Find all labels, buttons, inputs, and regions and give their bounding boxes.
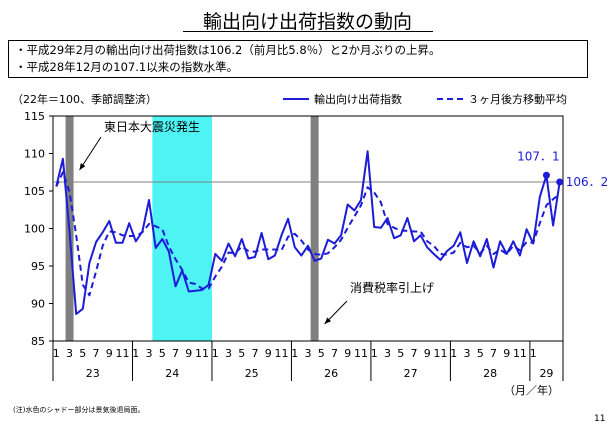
x-month-label: 1 (371, 347, 378, 360)
y-tick-label: 105 (24, 185, 45, 198)
x-month-label: 5 (477, 347, 484, 360)
x-month-label: 9 (503, 347, 510, 360)
x-month-label: 1 (212, 347, 219, 360)
page-title: 輸出向け出荷指数の動向 (202, 11, 412, 33)
moving-average-line (55, 171, 561, 297)
x-year-label: 27 (404, 367, 418, 380)
x-year-label: 26 (324, 367, 338, 380)
series-lines (55, 150, 561, 315)
summary-box: ・平成29年2月の輸出向け出荷指数は106.2（前月比5.8％）と2か月ぶりの上… (8, 40, 588, 78)
event-bar-2 (310, 116, 319, 341)
x-month-label: 9 (424, 347, 431, 360)
event-arrow (79, 136, 102, 171)
event-annotation-label: 東日本大震災発生 (104, 120, 200, 134)
page-number: 11 (594, 414, 606, 424)
x-month-label: 1 (291, 347, 298, 360)
highlight-point (556, 178, 564, 186)
legend-label-index: 輸出向け出荷指数 (314, 92, 402, 106)
point-value-label: 107．1 (517, 149, 560, 163)
x-axis-unit: （月／年） (504, 383, 559, 397)
x-month-label: 1 (53, 347, 60, 360)
units-note: （22年＝100、季節調整済） (12, 92, 157, 106)
x-month-label: 1 (530, 347, 537, 360)
y-axis: 85 90 95 100 105 110 115 (24, 110, 53, 348)
x-month-label: 9 (265, 347, 272, 360)
footnote: (注)水色のシャドー部分は景気後退局面。 (13, 406, 145, 414)
x-year-label: 23 (86, 367, 100, 380)
recession-shade (152, 116, 212, 341)
title-underline (183, 31, 433, 32)
summary-bullet-1: ・平成29年2月の輸出向け出荷指数は106.2（前月比5.8％）と2か月ぶりの上… (15, 43, 441, 57)
legend-label-moving-average: ３ヶ月後方移動平均 (468, 92, 567, 106)
x-year-label: 25 (245, 367, 259, 380)
y-tick-label: 115 (24, 110, 45, 123)
x-year-label: 29 (539, 367, 553, 380)
x-month-label: 3 (146, 347, 153, 360)
x-month-label: 7 (93, 347, 100, 360)
x-month-label: 5 (397, 347, 404, 360)
x-month-label: 5 (159, 347, 166, 360)
x-month-label: 5 (238, 347, 245, 360)
y-tick-label: 90 (31, 298, 45, 311)
x-month-label: 3 (305, 347, 312, 360)
x-month-label: 11 (116, 347, 130, 360)
event-annotation-label: 消費税率引上げ (350, 280, 434, 295)
y-tick-label: 100 (24, 223, 45, 236)
x-month-label: 7 (490, 347, 497, 360)
x-month-label: 7 (331, 347, 338, 360)
x-year-label: 24 (165, 367, 179, 380)
x-month-label: 7 (172, 347, 179, 360)
x-month-label: 9 (344, 347, 351, 360)
x-month-label: 9 (185, 347, 192, 360)
event-arrow-head (324, 317, 332, 324)
y-tick-label: 85 (31, 335, 45, 348)
x-month-label: 7 (252, 347, 259, 360)
point-value-label: 106．2 (566, 175, 609, 189)
plot-frame (52, 115, 564, 342)
x-month-label: 5 (79, 347, 86, 360)
x-month-label: 11 (354, 347, 368, 360)
x-month-label: 5 (318, 347, 325, 360)
y-tick-label: 95 (31, 260, 45, 273)
x-month-label: 11 (275, 347, 289, 360)
x-month-label: 9 (106, 347, 113, 360)
highlight-point (542, 171, 550, 179)
shaded-periods (65, 116, 319, 341)
x-month-label: 11 (513, 347, 527, 360)
x-month-label: 3 (384, 347, 391, 360)
summary-bullet-2: ・平成28年12月の107.1以来の指数水準。 (15, 60, 239, 74)
x-month-label: 7 (410, 347, 417, 360)
x-month-label: 3 (463, 347, 470, 360)
y-tick-label: 110 (24, 148, 45, 161)
shipment-index-line (55, 150, 561, 315)
x-year-label: 28 (483, 367, 497, 380)
x-axis: 1 3 5 7 9 11 1 3 5 7 9 11 1 3 5 7 9 11 1 3 5 7 9 11 1 3 5 7 9 11 1 3 5 7 9… (52, 341, 564, 381)
plot-border (52, 115, 564, 342)
x-month-label: 11 (433, 347, 447, 360)
x-month-label: 11 (195, 347, 209, 360)
legend: 輸出向け出荷指数 ３ヶ月後方移動平均 (283, 92, 567, 106)
x-month-label: 1 (450, 347, 457, 360)
event-arrow-head (79, 163, 86, 170)
x-month-label: 1 (132, 347, 139, 360)
x-month-label: 3 (225, 347, 232, 360)
x-month-label: 3 (66, 347, 73, 360)
